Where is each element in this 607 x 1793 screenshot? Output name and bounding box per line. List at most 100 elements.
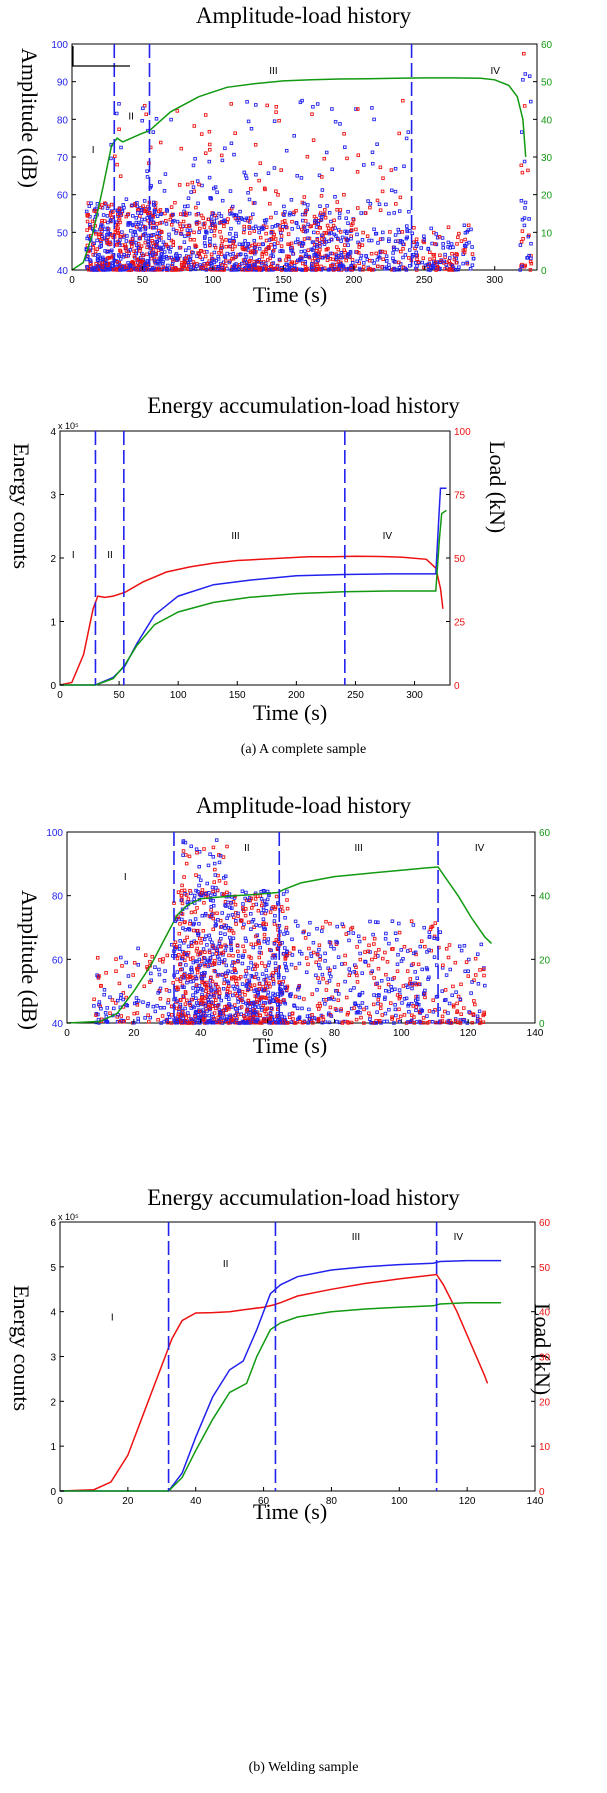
scatter-point <box>371 161 375 166</box>
scatter-point <box>260 972 265 976</box>
scatter-point <box>315 238 320 242</box>
scatter-point <box>393 1003 397 1007</box>
scatter-point <box>401 265 406 270</box>
scatter-point <box>227 953 231 958</box>
y2-tick-label: 10 <box>541 228 553 239</box>
scatter-point <box>191 986 195 990</box>
scatter-point <box>467 1010 471 1014</box>
scatter-point <box>130 244 134 249</box>
scatter-point <box>202 250 207 254</box>
scatter-point <box>136 999 141 1003</box>
scatter-point <box>184 211 188 215</box>
scatter-point <box>119 145 123 150</box>
x-tick-label: 150 <box>229 690 246 701</box>
scatter-point <box>383 250 387 255</box>
scatter-point <box>178 962 182 967</box>
scatter-point <box>344 932 349 936</box>
scatter-point <box>389 984 393 989</box>
scatter-point <box>195 254 199 258</box>
scatter-point <box>459 239 464 243</box>
scatter-point <box>149 217 154 222</box>
y-tick-label: 3 <box>50 1353 56 1364</box>
scatter-point <box>114 969 118 973</box>
scatter-point <box>233 1013 237 1018</box>
scatter-point <box>324 150 329 155</box>
scatter-point <box>271 905 275 909</box>
scatter-point <box>529 256 533 261</box>
scatter-point <box>197 957 202 962</box>
scatter-point <box>529 261 534 266</box>
scatter-point <box>393 166 398 171</box>
scatter-point <box>147 1020 151 1024</box>
scatter-point <box>307 1017 312 1021</box>
scatter-point <box>262 988 266 993</box>
scatter-point <box>88 245 93 250</box>
scatter-point <box>280 909 285 913</box>
scatter-point <box>197 874 201 879</box>
scatter-point <box>273 266 278 271</box>
scatter-point <box>144 112 148 117</box>
scatter-point <box>360 1001 365 1005</box>
scatter-point <box>304 956 309 960</box>
y2-tick-label: 30 <box>541 153 553 164</box>
scatter-point <box>373 951 378 955</box>
scatter-point <box>210 940 214 945</box>
scatter-point <box>220 911 224 915</box>
scatter-point <box>203 913 207 918</box>
scatter-point <box>170 264 174 268</box>
scatter-point <box>271 261 276 265</box>
scatter-point <box>249 256 253 260</box>
scatter-point <box>229 1005 234 1009</box>
scatter-point <box>303 212 307 217</box>
scatter-point <box>313 242 317 247</box>
scatter-point <box>358 992 362 997</box>
x-tick-label: 40 <box>195 1028 207 1039</box>
scatter-point <box>306 962 310 967</box>
scatter-point <box>227 997 231 1001</box>
scatter-point <box>115 260 120 264</box>
scatter-point <box>203 1003 208 1008</box>
scatter-point <box>276 241 280 245</box>
scatter-point <box>456 235 460 240</box>
scatter-point <box>187 854 192 859</box>
y-tick-label: 0 <box>50 1487 56 1498</box>
scatter-point <box>230 977 234 981</box>
scatter-point <box>257 246 262 251</box>
x-axis-label: Time (s) <box>252 282 328 307</box>
scatter-point <box>336 267 340 272</box>
scatter-point <box>289 1020 294 1024</box>
scatter-point <box>406 130 411 134</box>
scatter-point <box>192 230 196 235</box>
scatter-point <box>155 235 159 239</box>
scatter-point <box>327 1020 332 1025</box>
scatter-point <box>351 217 356 222</box>
scatter-point <box>151 130 156 134</box>
scatter-point <box>262 987 267 992</box>
y-tick-label: 100 <box>51 40 68 51</box>
x-tick-label: 50 <box>137 275 149 286</box>
scatter-point <box>318 211 323 215</box>
scatter-point <box>372 936 377 941</box>
scatter-point <box>328 257 333 261</box>
scatter-point <box>136 211 140 215</box>
scatter-point <box>318 218 323 222</box>
scatter-point <box>161 957 165 961</box>
scatter-point <box>166 1000 170 1005</box>
scatter-point <box>275 222 280 227</box>
scatter-point <box>344 268 349 272</box>
scatter-point <box>217 961 221 966</box>
scatter-point <box>208 237 212 241</box>
scatter-point <box>288 211 292 215</box>
scatter-point <box>119 207 124 211</box>
scatter-point <box>324 240 329 244</box>
scatter-point <box>256 976 261 981</box>
scatter-point <box>371 932 375 937</box>
scatter-point <box>268 201 272 206</box>
scatter-point <box>403 253 408 257</box>
scatter-point <box>312 214 317 219</box>
scatter-point <box>285 1021 290 1025</box>
scatter-point <box>404 136 409 141</box>
scatter-point <box>475 1014 480 1019</box>
scatter-point <box>338 122 342 126</box>
scatter-point <box>213 892 217 896</box>
